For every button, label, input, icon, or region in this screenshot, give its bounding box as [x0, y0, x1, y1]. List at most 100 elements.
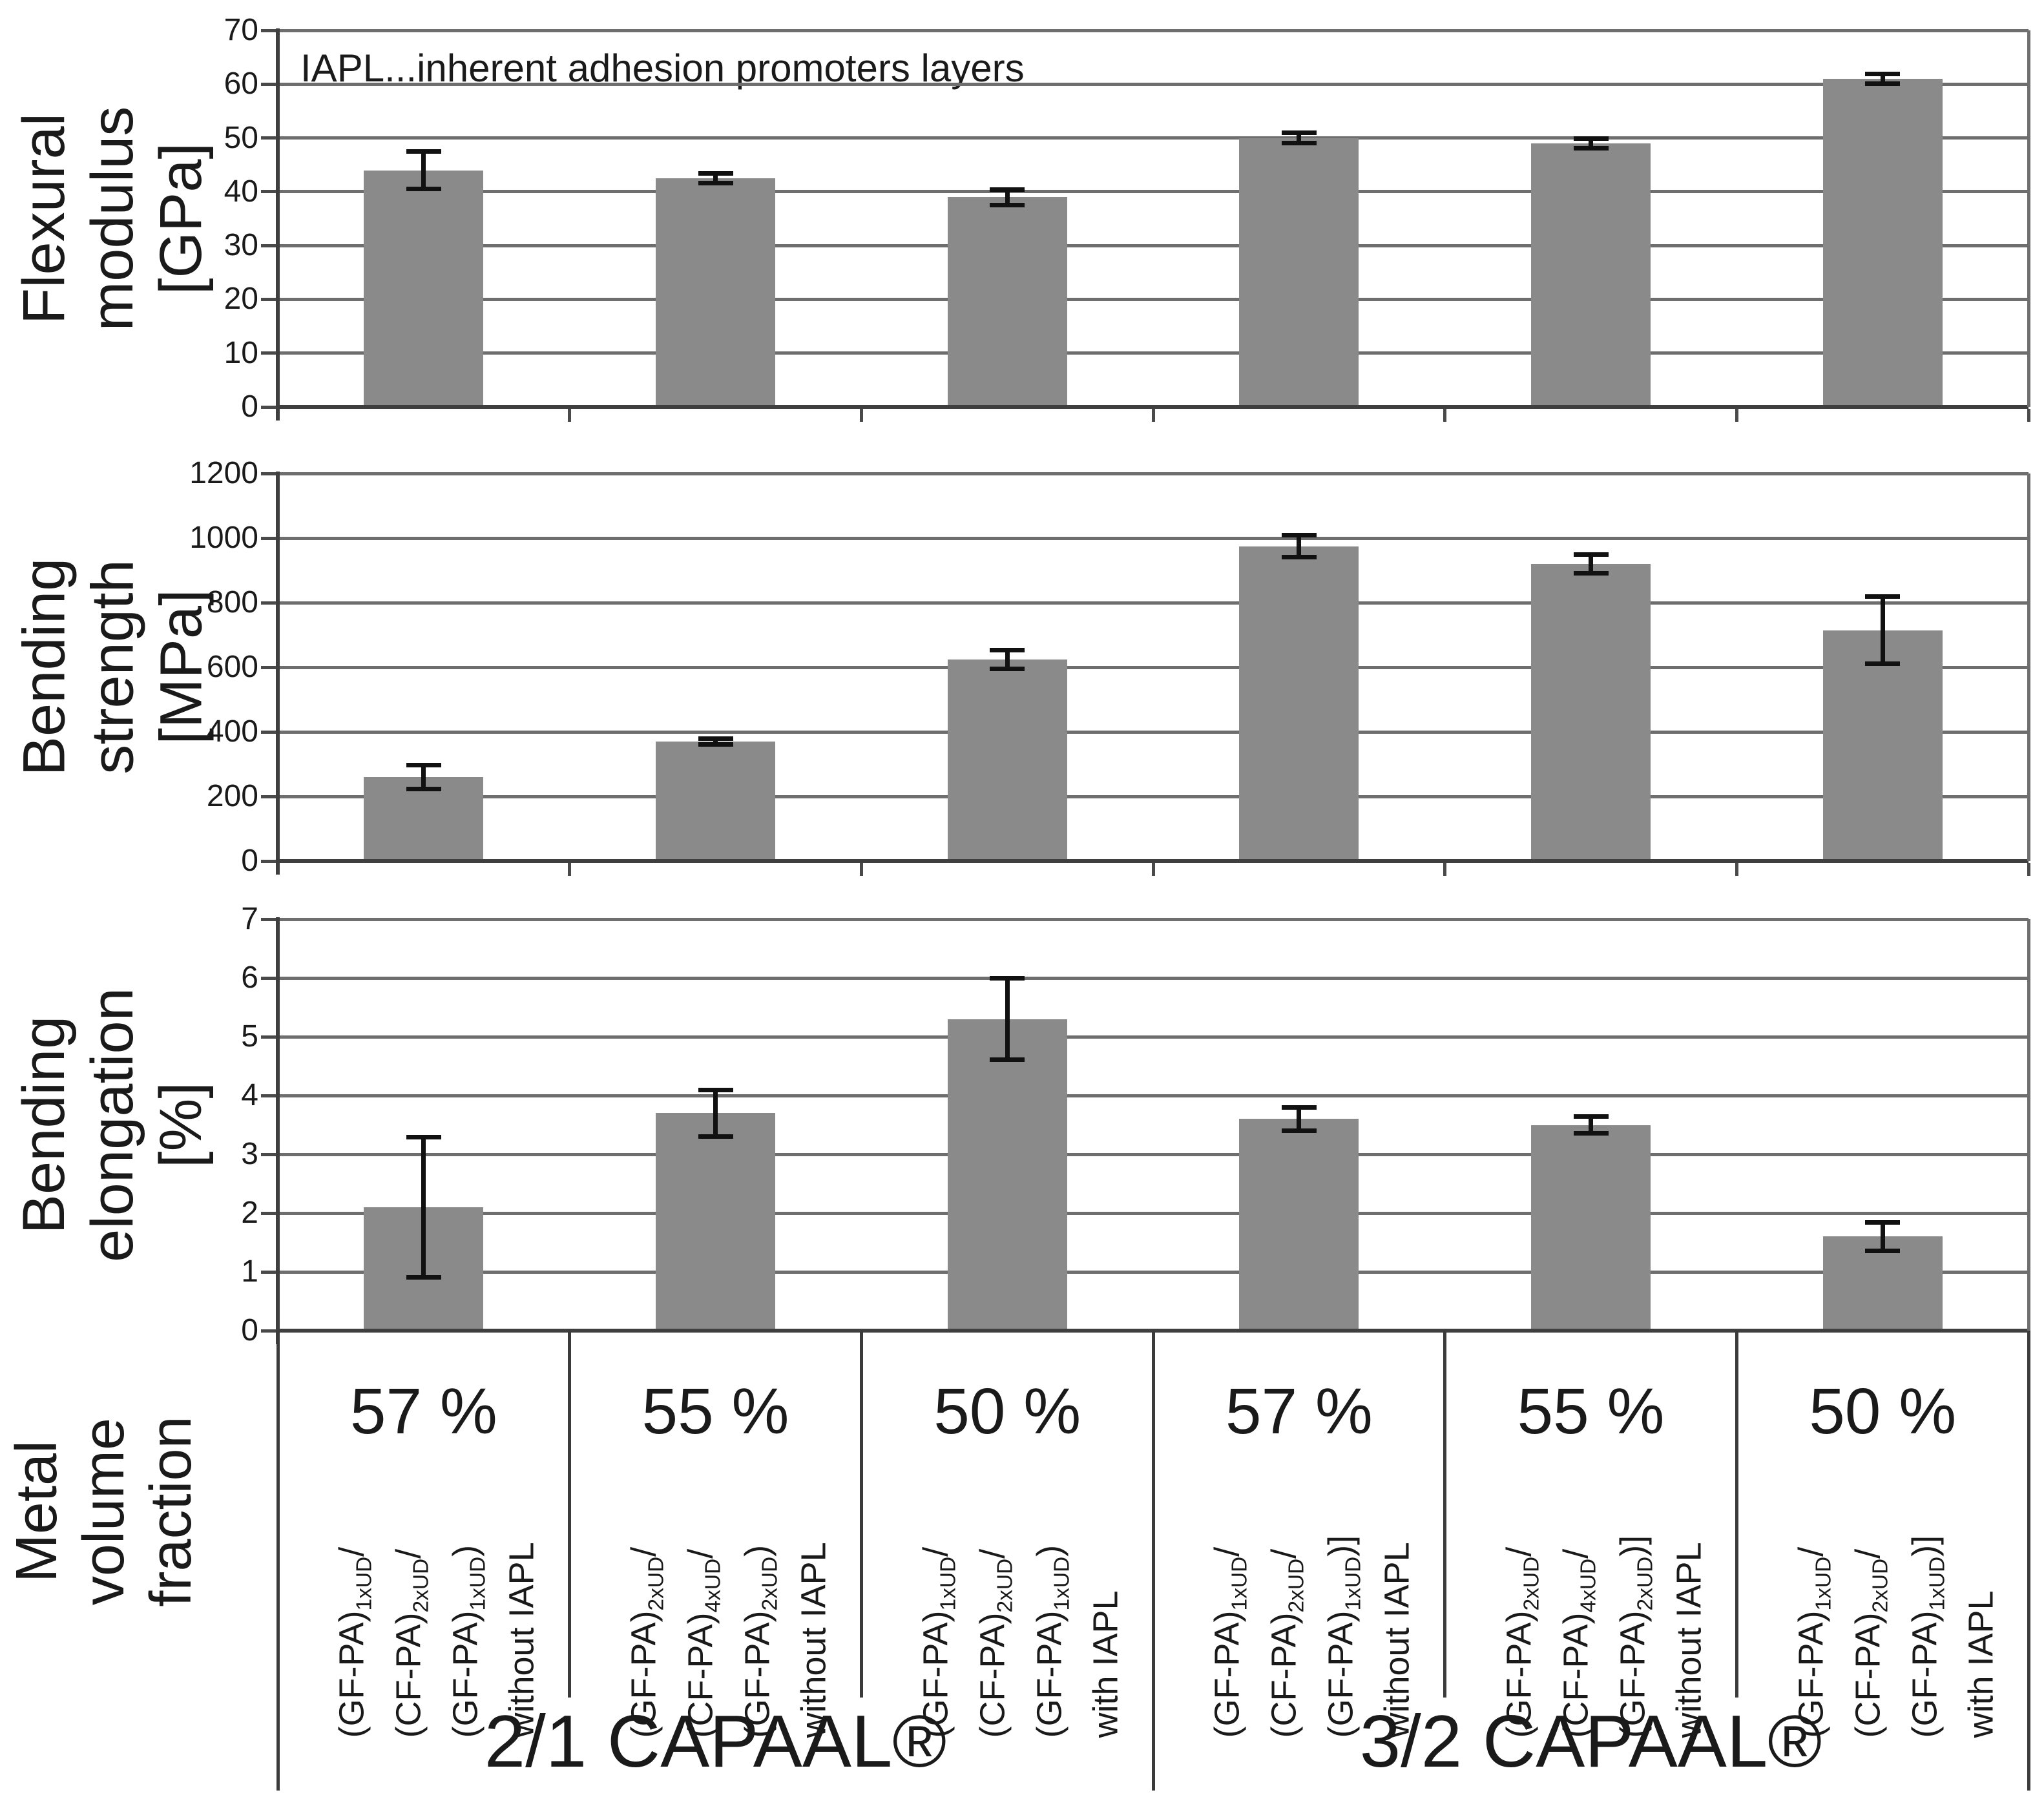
y-axis-tick — [261, 1152, 278, 1156]
bar — [1531, 1125, 1651, 1331]
error-bar-cap-bottom — [406, 186, 441, 191]
y-axis-tick — [261, 1329, 278, 1333]
y-axis-tick — [261, 351, 278, 355]
y-tick-label: 1200 — [189, 456, 258, 490]
x-axis-tick — [568, 409, 572, 422]
y-axis-tick — [261, 190, 278, 194]
error-bar-cap-top — [1281, 130, 1317, 136]
bar — [656, 178, 775, 407]
gridline — [278, 1094, 2028, 1097]
error-bar-cap-top — [990, 647, 1025, 652]
error-bar-cap-bottom — [698, 742, 733, 747]
y-axis-tick — [261, 1094, 278, 1097]
error-bar-line — [1005, 978, 1010, 1061]
x-axis-tick — [1443, 863, 1447, 876]
error-bar-cap-bottom — [698, 181, 733, 186]
gridline — [278, 976, 2028, 980]
layup-label-text: (GF-PA)1xUD/(CF-PA)2xUD/(GF-PA)1xUD)] wit… — [1791, 1535, 2001, 1738]
gridline — [278, 297, 2028, 301]
y-tick-label: 0 — [241, 390, 258, 424]
y-tick-label: 1 — [241, 1254, 258, 1289]
y-axis-tick — [261, 795, 278, 798]
plot-right-border — [2027, 30, 2030, 407]
y-axis-tick — [261, 1035, 278, 1039]
y-tick-label: 7 — [241, 902, 258, 936]
x-axis-tick — [1735, 863, 1738, 876]
gridline — [278, 730, 2028, 734]
y-axis-tick — [261, 28, 278, 32]
y-axis-tick — [261, 601, 278, 605]
x-axis-tick — [859, 409, 863, 422]
metal-volume-fraction-value: 55 % — [641, 1375, 789, 1448]
error-bar-line — [1589, 1116, 1593, 1134]
y-tick-label: 10 — [224, 335, 258, 370]
plot-right-border — [2027, 473, 2030, 861]
error-bar-cap-top — [1573, 552, 1609, 557]
error-bar-cap-bottom — [990, 1057, 1025, 1063]
gridline — [278, 1152, 2028, 1156]
y-axis-tick — [261, 917, 278, 921]
y-axis-tick — [261, 244, 278, 247]
y-tick-label: 3 — [241, 1137, 258, 1171]
layup-label: (GF-PA)2xUD/(CF-PA)4xUD/(GF-PA)2xUD) with… — [622, 1450, 833, 1738]
y-tick-label: 30 — [224, 228, 258, 263]
gridline — [278, 917, 2028, 921]
bar — [1239, 1119, 1359, 1331]
error-bar-line — [713, 1089, 718, 1137]
error-bar-cap-bottom — [990, 666, 1025, 671]
x-axis-tick — [1735, 409, 1738, 422]
error-bar-cap-top — [698, 171, 733, 176]
error-bar-line — [1005, 189, 1010, 205]
metal-volume-fraction-value: 50 % — [933, 1375, 1081, 1448]
error-bar-line — [1005, 649, 1010, 669]
bar — [947, 659, 1067, 861]
y-axis-tick — [261, 859, 278, 863]
y-axis-tick — [261, 136, 278, 140]
gridline — [278, 665, 2028, 669]
error-bar-line — [1297, 535, 1302, 557]
error-bar-cap-top — [406, 149, 441, 154]
gridline — [278, 536, 2028, 540]
x-axis-line — [278, 859, 2028, 863]
column-separator — [568, 1331, 572, 1698]
y-axis-line — [276, 472, 280, 875]
error-bar-cap-bottom — [1573, 146, 1609, 151]
column-separator — [1443, 1331, 1447, 1698]
gridline — [278, 28, 2028, 32]
y-tick-label: 0 — [241, 1313, 258, 1347]
y-axis-tick — [261, 976, 278, 980]
x-axis-tick — [568, 863, 572, 876]
y-tick-label: 800 — [206, 585, 258, 619]
bar — [1531, 143, 1651, 407]
column-separator — [2027, 1331, 2030, 1791]
error-bar-cap-top — [1281, 1105, 1317, 1110]
x-axis-line — [278, 405, 2028, 409]
group-label-2-1-capaal: 2/1 CAPAAL® — [484, 1701, 947, 1783]
error-bar-line — [1880, 73, 1885, 85]
layup-label-text: (GF-PA)1xUD/(CF-PA)2xUD/(GF-PA)1xUD) with… — [332, 1541, 542, 1738]
metal-volume-fraction-value: 55 % — [1517, 1375, 1665, 1448]
gridline — [278, 1035, 2028, 1039]
error-bar-cap-bottom — [1281, 555, 1317, 559]
error-bar-cap-top — [1573, 136, 1609, 141]
layup-label-text: (GF-PA)1xUD/(CF-PA)2xUD/(GF-PA)1xUD)] wit… — [1207, 1535, 1417, 1738]
group-label-3-2-capaal: 3/2 CAPAAL® — [1359, 1701, 1822, 1783]
gridline — [278, 472, 2028, 475]
bar — [656, 742, 775, 861]
y-tick-label: 1000 — [189, 521, 258, 555]
error-bar-cap-bottom — [406, 787, 441, 791]
bar — [1531, 564, 1651, 861]
y-tick-label: 4 — [241, 1078, 258, 1112]
y-tick-label: 5 — [241, 1019, 258, 1054]
bar — [1822, 630, 1943, 861]
y-axis-line — [276, 28, 280, 421]
y-tick-label: 6 — [241, 961, 258, 995]
y-axis-tick — [261, 1270, 278, 1274]
layup-label: (GF-PA)1xUD/(CF-PA)2xUD/(GF-PA)1xUD) with… — [330, 1450, 542, 1738]
error-bar-cap-top — [1573, 1114, 1609, 1119]
error-bar-line — [421, 1136, 426, 1278]
error-bar-line — [1880, 1221, 1885, 1252]
column-separator — [859, 1331, 863, 1698]
metal-volume-fraction-value: 57 % — [349, 1375, 497, 1448]
y-axis-line — [276, 917, 280, 1344]
